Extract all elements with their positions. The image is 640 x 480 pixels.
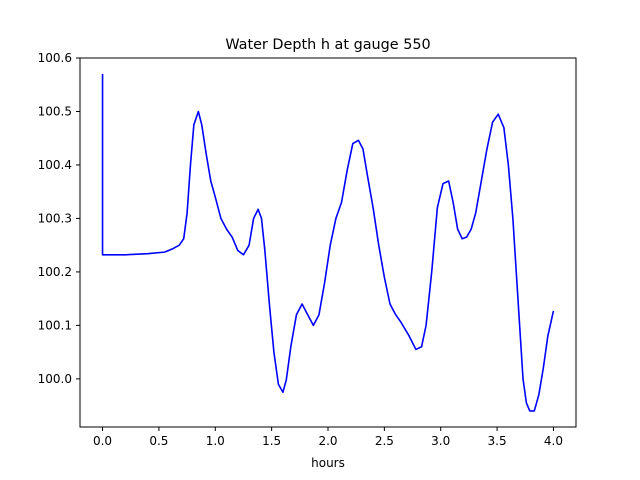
x-tick-label: 0.0 xyxy=(93,434,112,448)
series-line-0 xyxy=(101,74,555,412)
x-tick-label: 4.0 xyxy=(544,434,563,448)
y-tick-label: 100.1 xyxy=(38,318,72,332)
x-tick-label: 1.5 xyxy=(262,434,281,448)
y-axis-ticks: 100.0 100.1 100.2 100.3 100.4 100.5 100.6 xyxy=(38,51,80,386)
y-tick-label: 100.2 xyxy=(38,265,72,279)
x-tick-label: 2.0 xyxy=(318,434,337,448)
plot-area xyxy=(80,58,576,427)
x-tick-label: 0.5 xyxy=(149,434,168,448)
y-tick-label: 100.4 xyxy=(38,158,72,172)
y-tick-label: 100.6 xyxy=(38,51,72,65)
y-tick-label: 100.5 xyxy=(38,104,72,118)
x-tick-label: 1.0 xyxy=(206,434,225,448)
series-layer xyxy=(101,74,555,412)
x-tick-label: 3.5 xyxy=(488,434,507,448)
y-tick-label: 100.3 xyxy=(38,211,72,225)
chart-title: Water Depth h at gauge 550 xyxy=(225,37,430,53)
y-tick-label: 100.0 xyxy=(38,372,72,386)
x-tick-label: 3.0 xyxy=(431,434,450,448)
x-axis-ticks: 0.0 0.5 1.0 1.5 2.0 2.5 3.0 3.5 4.0 xyxy=(93,427,563,448)
x-axis-label: hours xyxy=(311,456,345,470)
x-tick-label: 2.5 xyxy=(375,434,394,448)
